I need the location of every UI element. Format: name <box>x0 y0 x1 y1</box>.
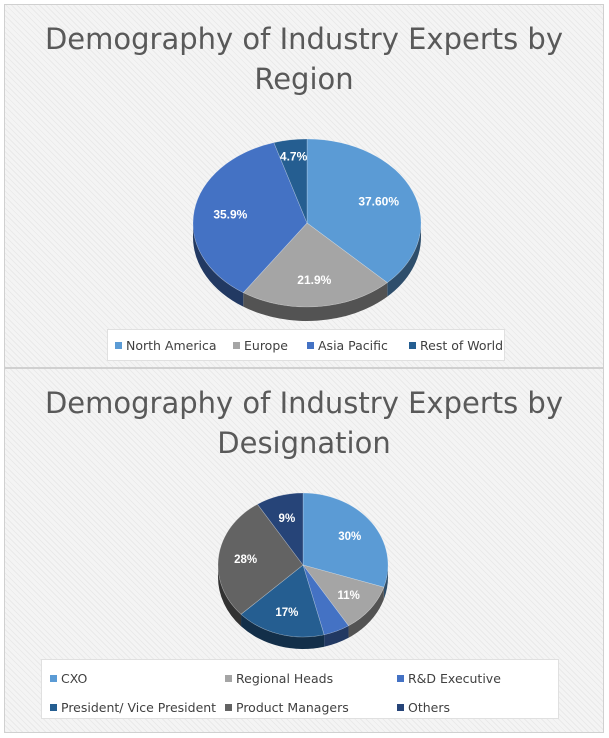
designation-chart-panel: Demography of Industry Experts by Design… <box>4 368 604 733</box>
region-slice-north-america <box>306 138 422 284</box>
region-legend-box <box>107 329 505 361</box>
designation-pie-side <box>218 565 388 649</box>
designation-title-line-1: Demography of Industry Experts by <box>44 386 564 420</box>
designation-data-label-regional-heads: 11% <box>337 590 359 602</box>
designation-legend-item-r-d-executive: R&D Executive <box>397 671 501 686</box>
designation-legend-label: Regional Heads <box>236 671 334 686</box>
region-legend-label: Europe <box>244 338 288 353</box>
region-slice-side-asia-pacific <box>192 223 244 307</box>
designation-legend-item-regional-heads: Regional Heads <box>225 671 333 686</box>
region-legend-swatch <box>233 342 240 349</box>
region-slice-side-europe <box>243 282 388 321</box>
designation-legend-swatch <box>397 704 404 711</box>
designation-legend-label: President/ Vice President <box>61 700 217 715</box>
designation-legend-label: R&D Executive <box>408 671 501 686</box>
designation-slice-side-cxo <box>383 565 388 600</box>
region-data-label-north-america: 37.60% <box>358 194 399 208</box>
designation-slice-side-president-vice-president <box>241 614 325 649</box>
region-slice-asia-pacific <box>192 142 308 294</box>
designation-slice-side-regional-heads <box>348 587 384 638</box>
designation-slice-r-d-executive <box>302 564 349 636</box>
designation-legend-label: Others <box>408 700 451 715</box>
designation-slice-others <box>257 492 304 566</box>
region-chart-panel: Demography of Industry Experts by Region… <box>4 4 604 368</box>
designation-data-label-president-vice-president: 17% <box>275 607 298 619</box>
region-data-label-rest-of-world: 4.7% <box>280 150 308 164</box>
designation-legend-item-product-managers: Product Managers <box>225 700 349 715</box>
region-pie-chart: 37.60% 21.9% 35.9% 4.7% <box>192 138 422 321</box>
designation-legend-item-president-vice-president: President/ Vice President <box>50 700 216 715</box>
designation-slice-cxo <box>302 492 389 588</box>
designation-legend-swatch <box>397 675 404 682</box>
designation-legend-swatch <box>225 704 232 711</box>
region-legend-swatch <box>409 342 416 349</box>
region-slice-rest-of-world <box>273 138 308 224</box>
region-legend-label: Asia Pacific <box>318 338 388 353</box>
designation-legend-item-others: Others <box>397 700 450 715</box>
designation-legend-label: Product Managers <box>236 700 349 715</box>
designation-legend-swatch <box>50 704 57 711</box>
region-legend-item-north-america: North America <box>115 338 217 353</box>
region-legend-swatch <box>307 342 314 349</box>
region-legend-swatch <box>115 342 122 349</box>
designation-legend-label: CXO <box>61 671 88 686</box>
designation-slice-regional-heads <box>302 564 385 627</box>
designation-slice-product-managers <box>217 503 304 615</box>
region-slice-side-north-america <box>387 223 421 297</box>
designation-title-line-2: Designation <box>217 426 391 460</box>
designation-data-label-others: 9% <box>279 513 296 525</box>
designation-slice-side-product-managers <box>218 565 242 627</box>
region-legend-label: North America <box>126 338 217 353</box>
designation-pie-chart: 30% 11% 17% 28% 9% <box>217 492 389 649</box>
region-legend-item-asia-pacific: Asia Pacific <box>307 338 388 353</box>
designation-legend-box <box>41 659 559 719</box>
designation-slice-side-r-d-executive <box>324 625 349 647</box>
designation-legend-swatch <box>50 675 57 682</box>
region-legend-item-rest-of-world: Rest of World <box>409 338 503 353</box>
region-title-line-2: Region <box>254 62 354 96</box>
region-title-line-1: Demography of Industry Experts by <box>44 22 564 56</box>
region-slice-europe <box>242 222 388 308</box>
region-data-label-asia-pacific: 35.9% <box>213 208 247 222</box>
region-pie-side <box>192 223 421 321</box>
region-legend-label: Rest of World <box>420 338 504 353</box>
designation-legend-item-cxo: CXO <box>50 671 87 686</box>
region-legend-item-europe: Europe <box>233 338 288 353</box>
designation-data-label-cxo: 30% <box>338 531 361 543</box>
region-chart-title: Demography of Industry Experts by Region <box>5 19 603 99</box>
designation-legend-swatch <box>225 675 232 682</box>
designation-chart-title: Demography of Industry Experts by Design… <box>5 383 603 463</box>
designation-data-label-product-managers: 28% <box>234 554 257 566</box>
designation-slice-president-vice-president <box>240 564 325 638</box>
region-data-label-europe: 21.9% <box>297 273 331 287</box>
